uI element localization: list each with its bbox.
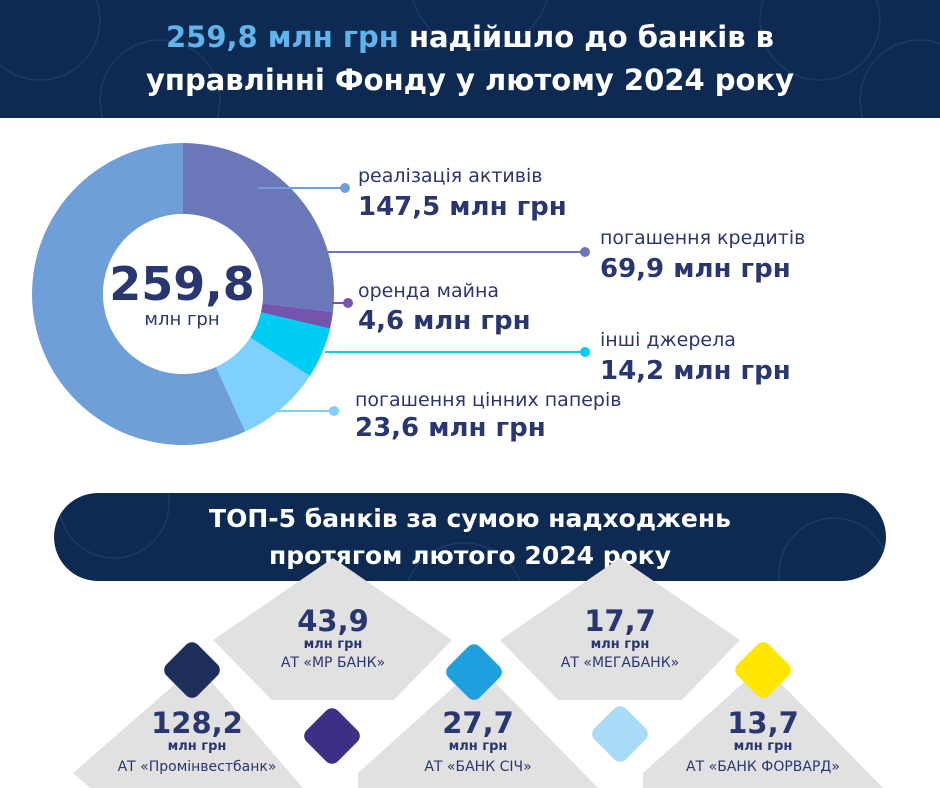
slice-label-securities: погашення цінних паперів bbox=[355, 389, 622, 411]
bank-tile-mr-bank bbox=[213, 558, 452, 700]
bank-swatch-megabank bbox=[592, 706, 648, 762]
top5-title-line-1: ТОП-5 банків за сумою надходжень bbox=[209, 504, 731, 533]
bank-value-mr-bank: 43,9 bbox=[297, 604, 369, 638]
slice-value-rent: 4,6 млн грн bbox=[358, 306, 531, 336]
donut-chart bbox=[32, 143, 334, 445]
bank-name-bank-forward: АТ «БАНК ФОРВАРД» bbox=[686, 759, 840, 775]
title-rest: надійшло до банків в bbox=[408, 20, 775, 54]
bank-swatch-mr-bank bbox=[304, 708, 360, 764]
donut-center-unit: млн грн bbox=[144, 309, 220, 330]
bank-tile-bank-sich bbox=[358, 665, 598, 788]
slice-value-assets: 147,5 млн грн bbox=[358, 192, 567, 222]
leader-dot-assets bbox=[340, 183, 350, 193]
bank-name-bank-sich: АТ «БАНК СІЧ» bbox=[424, 759, 532, 775]
bank-name-prominvestbank: АТ «Промінвестбанк» bbox=[117, 759, 277, 775]
bank-value-prominvestbank: 128,2 bbox=[151, 706, 243, 740]
slice-value-other: 14,2 млн грн bbox=[600, 356, 791, 386]
donut-slice-rent bbox=[260, 303, 333, 329]
title-highlight: 259,8 млн грн bbox=[165, 20, 399, 54]
slice-label-credits: погашення кредитів bbox=[600, 227, 806, 249]
leader-lines bbox=[258, 183, 590, 416]
bank-swatch-bank-sich bbox=[446, 644, 502, 700]
header-pattern bbox=[0, 0, 940, 118]
top5-title: ТОП-5 банків за сумою надходжень протяго… bbox=[54, 500, 886, 574]
leader-dot-other bbox=[580, 347, 590, 357]
title-line-2: управлінні Фонду у лютому 2024 року bbox=[146, 63, 794, 97]
header-banner: 259,8 млн грн надійшло до банків в управ… bbox=[0, 0, 940, 118]
donut-slice-other bbox=[250, 312, 330, 377]
top5-banner bbox=[54, 493, 886, 581]
slice-value-credits: 69,9 млн грн bbox=[600, 254, 791, 284]
bank-value-bank-forward: 13,7 bbox=[727, 706, 799, 740]
leader-dot-securities bbox=[329, 406, 339, 416]
leader-dot-rent bbox=[343, 298, 353, 308]
donut-hole bbox=[103, 214, 263, 374]
donut-slice-credits bbox=[183, 143, 334, 313]
leader-dot-credits bbox=[580, 247, 590, 257]
donut-slice-securities bbox=[216, 337, 310, 432]
slice-label-assets: реалізація активів bbox=[358, 165, 543, 187]
bank-name-mr-bank: АТ «МР БАНК» bbox=[280, 655, 386, 671]
bank-tile-bank-forward bbox=[643, 665, 883, 788]
bank-tile-megabank bbox=[500, 558, 740, 700]
bank-tile-prominvestbank bbox=[73, 665, 303, 788]
donut-center-value: 259,8 bbox=[109, 257, 255, 311]
slice-label-other: інші джерела bbox=[600, 329, 736, 351]
bank-unit-megabank: млн грн bbox=[590, 637, 650, 652]
bank-swatch-prominvestbank bbox=[164, 642, 220, 698]
donut-slice-assets bbox=[32, 143, 246, 445]
bank-value-megabank: 17,7 bbox=[584, 604, 656, 638]
slice-label-rent: оренда майна bbox=[358, 280, 500, 302]
page-title: 259,8 млн грн надійшло до банків в управ… bbox=[0, 16, 940, 102]
bank-unit-bank-forward: млн грн bbox=[733, 739, 793, 754]
bank-unit-prominvestbank: млн грн bbox=[167, 739, 227, 754]
bank-name-megabank: АТ «МЕГАБАНК» bbox=[560, 655, 680, 671]
slice-value-securities: 23,6 млн грн bbox=[355, 413, 546, 443]
bank-unit-mr-bank: млн грн bbox=[303, 637, 363, 652]
bank-unit-bank-sich: млн грн bbox=[448, 739, 508, 754]
bank-value-bank-sich: 27,7 bbox=[442, 706, 514, 740]
bank-swatch-bank-forward bbox=[735, 642, 791, 698]
